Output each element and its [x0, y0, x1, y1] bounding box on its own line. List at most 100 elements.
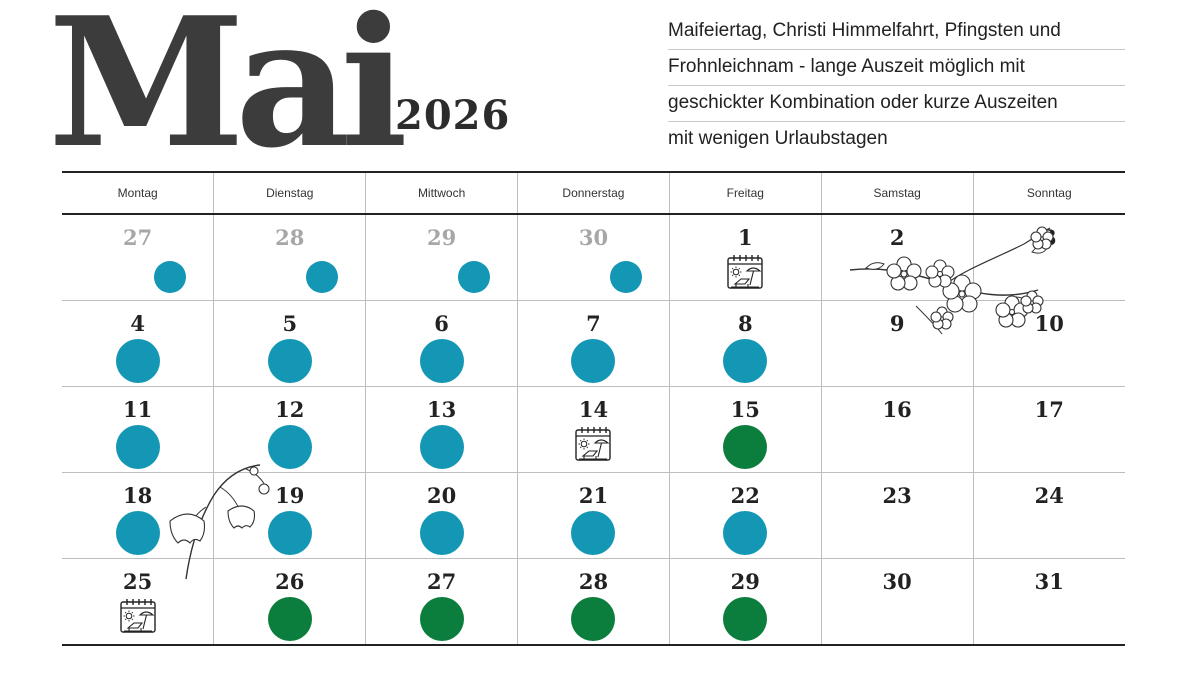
- day-number: 24: [1034, 483, 1064, 508]
- day-number: 19: [275, 483, 305, 508]
- blue-vacation-dot: [267, 425, 312, 469]
- day-number: 7: [586, 311, 601, 336]
- day-cell[interactable]: 22: [668, 472, 822, 559]
- blue-vacation-dot: [419, 425, 464, 469]
- day-cell[interactable]: 17: [972, 386, 1125, 473]
- day-number: 8: [737, 311, 753, 336]
- blue-vacation-dot: [115, 511, 160, 555]
- blue-vacation-dot: [115, 339, 160, 383]
- day-number: 11: [123, 397, 153, 422]
- blue-vacation-dot: [458, 261, 491, 293]
- day-cell[interactable]: 30: [517, 214, 670, 301]
- day-number: 25: [123, 569, 153, 594]
- day-cell[interactable]: 18: [62, 472, 214, 559]
- description-line: mit wenigen Urlaubstagen: [668, 128, 888, 149]
- weekday-header: Samstag: [820, 172, 974, 215]
- day-cell[interactable]: 26: [213, 558, 366, 645]
- day-cell[interactable]: 27: [62, 214, 214, 301]
- day-number: 18: [123, 483, 153, 508]
- week-row: 18 19 20 21 22 23 24: [62, 472, 1125, 559]
- month-title: Mai: [48, 0, 408, 187]
- day-number: 13: [426, 397, 457, 422]
- day-cell[interactable]: 7: [517, 300, 670, 387]
- weekday-header: Freitag: [668, 172, 822, 215]
- day-cell[interactable]: 20: [365, 472, 518, 559]
- lily-of-the-valley-illustration: [169, 464, 270, 580]
- day-number: 14: [578, 397, 609, 422]
- day-cell[interactable]: 14: [517, 386, 670, 473]
- blue-vacation-dot: [306, 261, 339, 293]
- day-cell[interactable]: 21: [517, 472, 670, 559]
- blue-vacation-dot: [723, 511, 768, 555]
- day-number: 23: [882, 483, 912, 508]
- weekday-header: Sonntag: [972, 172, 1125, 215]
- day-cell[interactable]: 27: [365, 558, 518, 645]
- day-number: 10: [1034, 311, 1064, 336]
- day-number: 29: [730, 569, 760, 594]
- green-vacation-dot: [419, 597, 464, 641]
- description-line: Frohnleichnam - lange Auszeit möglich mi…: [668, 50, 1125, 86]
- calendar-sun-beach-chair-icon: [119, 597, 157, 637]
- green-vacation-dot: [571, 597, 616, 641]
- day-cell[interactable]: 8: [668, 300, 822, 387]
- day-cell[interactable]: 25: [62, 558, 214, 645]
- day-number: 30: [882, 569, 912, 594]
- blue-vacation-dot: [419, 511, 464, 555]
- day-cell[interactable]: 12: [213, 386, 366, 473]
- day-number: 22: [730, 483, 760, 508]
- day-cell[interactable]: 15: [668, 386, 822, 473]
- day-number: 21: [578, 483, 609, 508]
- day-number: 5: [282, 311, 298, 336]
- day-number: 28: [578, 569, 609, 594]
- day-cell[interactable]: 31: [972, 558, 1125, 645]
- blue-vacation-dot: [419, 339, 464, 383]
- day-number: 29: [426, 225, 457, 250]
- day-cell[interactable]: 24: [972, 472, 1125, 559]
- day-cell[interactable]: 29: [365, 214, 518, 301]
- blue-vacation-dot: [267, 339, 312, 383]
- weekday-header: Donnerstag: [517, 172, 670, 215]
- blue-vacation-dot: [609, 261, 642, 293]
- day-cell[interactable]: 16: [820, 386, 974, 473]
- day-number: 17: [1034, 397, 1064, 422]
- day-number: 31: [1034, 569, 1064, 594]
- day-number: 2: [889, 225, 905, 250]
- blue-vacation-dot: [267, 511, 312, 555]
- day-cell[interactable]: 5: [213, 300, 366, 387]
- day-cell[interactable]: 28: [517, 558, 670, 645]
- day-cell[interactable]: 1: [668, 214, 822, 301]
- description-line: geschickter Kombination oder kurze Ausze…: [668, 86, 1125, 122]
- month-description: Maifeiertag, Christi Himmelfahrt, Pfings…: [668, 14, 1125, 158]
- day-number: 30: [578, 225, 609, 250]
- day-number: 20: [426, 483, 457, 508]
- day-cell[interactable]: 29: [668, 558, 822, 645]
- green-vacation-dot: [723, 597, 768, 641]
- year-label: 2026: [395, 92, 511, 139]
- calendar-grid: Montag Dienstag Mittwoch Donnerstag Frei…: [62, 171, 1125, 646]
- description-line: Maifeiertag, Christi Himmelfahrt, Pfings…: [668, 14, 1125, 50]
- day-number: 1: [737, 225, 753, 250]
- day-cell[interactable]: 6: [365, 300, 518, 387]
- week-row: 4 5 6 7 8 9 10: [62, 300, 1125, 387]
- day-cell[interactable]: 13: [365, 386, 518, 473]
- day-number: 12: [275, 397, 305, 422]
- day-cell[interactable]: 30: [820, 558, 974, 645]
- green-vacation-dot: [267, 597, 312, 641]
- day-number: 28: [275, 225, 305, 250]
- day-number: 16: [882, 397, 912, 422]
- blue-vacation-dot: [571, 511, 616, 555]
- blue-vacation-dot: [115, 425, 160, 469]
- blue-vacation-dot: [723, 339, 768, 383]
- day-cell[interactable]: 23: [820, 472, 974, 559]
- blossom-branch-illustration: [849, 226, 1054, 335]
- blue-vacation-dot: [571, 339, 616, 383]
- day-number: 27: [426, 569, 457, 594]
- day-cell[interactable]: 28: [213, 214, 366, 301]
- weekday-header: Montag: [62, 172, 214, 215]
- green-vacation-dot: [723, 425, 768, 469]
- day-cell[interactable]: 11: [62, 386, 214, 473]
- day-number: 6: [434, 311, 449, 336]
- blue-vacation-dot: [154, 261, 187, 293]
- day-cell[interactable]: 4: [62, 300, 214, 387]
- day-number: 27: [123, 225, 153, 250]
